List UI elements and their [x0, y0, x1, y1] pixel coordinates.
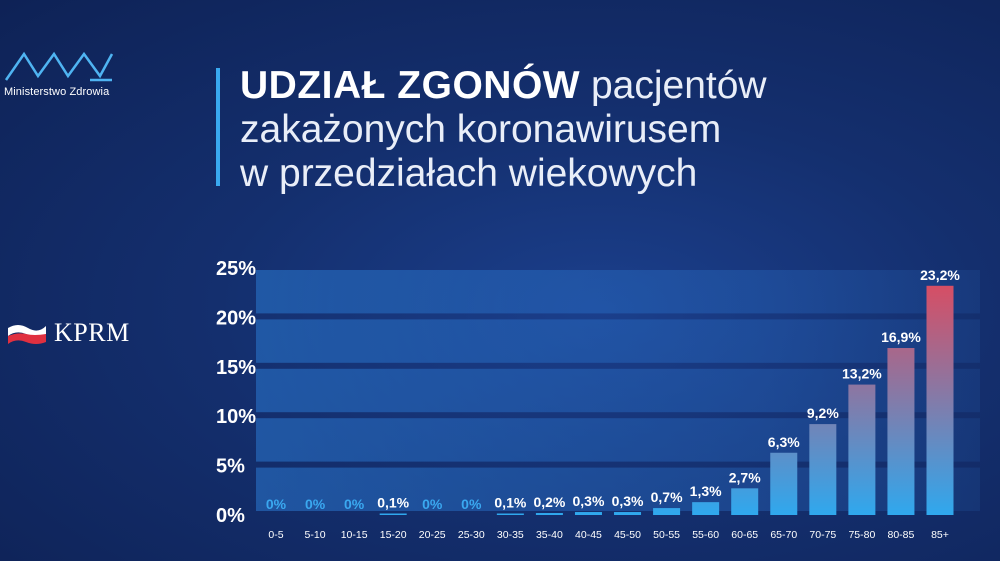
y-tick-label: 0% — [216, 505, 245, 527]
grid-band — [256, 319, 980, 363]
x-tick-label: 40-45 — [575, 529, 602, 541]
y-tick-label: 20% — [216, 307, 256, 329]
ministry-logo-text: Ministerstwo Zdrowia — [4, 86, 110, 98]
x-tick-label: 20-25 — [419, 529, 446, 541]
title-line-1: UDZIAŁ ZGONÓW pacjentów — [240, 64, 980, 108]
bar-value-label: 0% — [305, 496, 326, 512]
y-tick-label: 25% — [216, 258, 256, 280]
bar — [692, 502, 720, 515]
x-tick-label: 15-20 — [380, 529, 407, 541]
kprm-label: KPRM — [54, 318, 130, 347]
bar-value-label: 0,1% — [377, 495, 409, 511]
bar — [809, 424, 837, 515]
y-tick-label: 15% — [216, 357, 256, 379]
x-tick-label: 55-60 — [692, 529, 719, 541]
x-tick-label: 45-50 — [614, 529, 641, 541]
y-tick-label: 5% — [216, 456, 245, 478]
bar — [574, 512, 602, 515]
bar-value-label: 2,7% — [729, 469, 761, 485]
x-tick-label: 60-65 — [731, 529, 758, 541]
title-bold-text: UDZIAŁ ZGONÓW — [240, 64, 581, 107]
x-tick-label: 5-10 — [305, 529, 326, 541]
bar — [887, 348, 915, 515]
x-tick-label: 30-35 — [497, 529, 524, 541]
polish-flag-icon — [8, 325, 46, 344]
x-tick-label: 65-70 — [770, 529, 797, 541]
title-accent-bar — [216, 68, 220, 186]
bar — [496, 513, 524, 515]
bar — [848, 384, 876, 515]
x-tick-label: 10-15 — [341, 529, 368, 541]
bar-value-label: 6,3% — [768, 434, 800, 450]
bar-value-label: 0% — [461, 496, 482, 512]
title-line-3: w przedziałach wiekowych — [240, 152, 698, 195]
bar-value-label: 23,2% — [920, 267, 960, 283]
x-tick-label: 75-80 — [848, 529, 875, 541]
bar — [614, 512, 642, 515]
x-tick-label: 50-55 — [653, 529, 680, 541]
x-tick-label: 70-75 — [809, 529, 836, 541]
bar-value-label: 0% — [422, 496, 443, 512]
x-tick-label: 0-5 — [268, 529, 283, 541]
bar-value-label: 13,2% — [842, 366, 882, 382]
bar — [731, 488, 759, 515]
x-tick-label: 25-30 — [458, 529, 485, 541]
bar — [535, 513, 563, 515]
x-tick-label: 35-40 — [536, 529, 563, 541]
grid-band — [256, 270, 980, 314]
bar-value-label: 0,3% — [573, 493, 605, 509]
bar-value-label: 0,7% — [651, 489, 683, 505]
title-line-2: zakażonych koronawirusem — [240, 108, 722, 151]
y-tick-label: 10% — [216, 406, 256, 428]
bar — [379, 513, 407, 515]
bar-value-label: 0,1% — [494, 495, 526, 511]
ministry-logo: Ministerstwo Zdrowia — [4, 48, 124, 98]
title-line-1-rest: pacjentów — [590, 64, 767, 107]
chart-title: UDZIAŁ ZGONÓW pacjentów zakażonych koron… — [240, 64, 980, 196]
bar-value-label: 16,9% — [881, 329, 921, 345]
bar — [926, 285, 954, 515]
bar — [653, 508, 681, 515]
x-tick-label: 80-85 — [888, 529, 915, 541]
ministry-of-health-logo-icon — [4, 51, 114, 82]
bar-value-label: 1,3% — [690, 483, 722, 499]
bar-value-label: 0% — [344, 496, 365, 512]
bar-value-label: 0,2% — [533, 494, 565, 510]
kprm-logo: KPRM — [6, 318, 130, 348]
bar-value-label: 0,3% — [612, 493, 644, 509]
bar-value-label: 0% — [266, 496, 287, 512]
x-tick-label: 85+ — [931, 529, 949, 541]
bar-value-label: 9,2% — [807, 405, 839, 421]
bar — [770, 452, 798, 515]
